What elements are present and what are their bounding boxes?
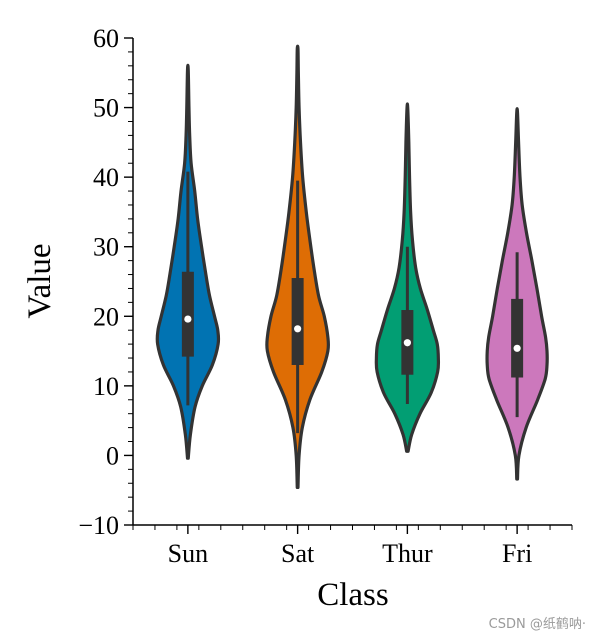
y-axis-label: Value <box>22 243 58 318</box>
y-tick-label: 10 <box>93 372 119 401</box>
y-tick-label: 20 <box>93 302 119 331</box>
median-dot-sun <box>184 315 192 323</box>
x-tick-label: Sun <box>168 539 208 568</box>
x-tick-label: Fri <box>502 539 532 568</box>
y-tick-label: 40 <box>93 163 119 192</box>
watermark: CSDN @纸鹤呐· <box>488 617 586 632</box>
y-tick-label: −10 <box>78 511 119 540</box>
x-axis-label: Class <box>317 577 389 613</box>
median-dot-fri <box>513 344 521 352</box>
x-axis: Sun Sat Thur Fri <box>132 524 573 568</box>
y-tick-label: 50 <box>93 94 119 123</box>
median-dot-thur <box>403 339 411 347</box>
y-axis: −10 0 10 20 30 40 50 60 <box>78 24 134 540</box>
x-tick-label: Sat <box>281 539 315 568</box>
y-tick-label: 0 <box>106 441 119 470</box>
y-tick-label: 60 <box>93 24 119 53</box>
iqr-box-sat <box>291 278 304 365</box>
iqr-box-fri <box>511 298 524 378</box>
violins-group <box>155 44 549 490</box>
y-tick-label: 30 <box>93 233 119 262</box>
iqr-box-sun <box>181 271 194 357</box>
x-tick-label: Thur <box>382 539 433 568</box>
median-dot-sat <box>294 325 302 333</box>
